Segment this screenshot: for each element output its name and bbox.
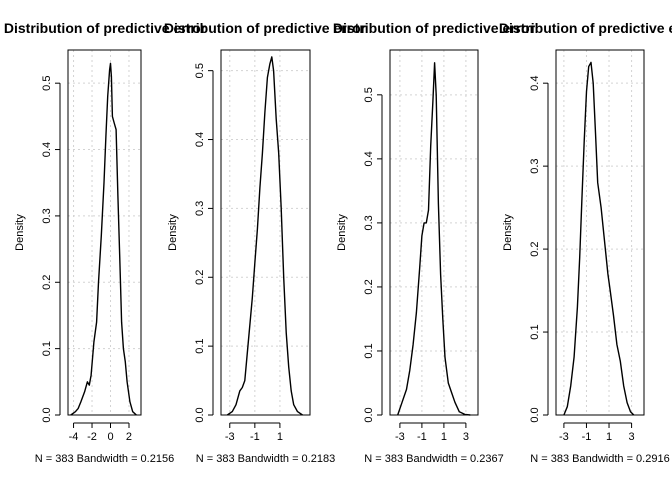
y-axis: 0.0 0.1 0.2 0.3 0.4 0.5 bbox=[194, 63, 214, 423]
panel-title: Distribution of predictive error bbox=[333, 20, 536, 36]
plot-frame bbox=[67, 49, 142, 416]
y-axis-title: Density bbox=[14, 214, 26, 251]
y-tick-label: 0.5 bbox=[194, 63, 206, 78]
y-tick-label: 0.3 bbox=[363, 215, 375, 230]
y-tick-label: 0.0 bbox=[363, 407, 375, 422]
y-axis: 0.0 0.1 0.2 0.3 0.4 0.5 bbox=[363, 87, 383, 423]
density-panel-2: -3 -1 1 0.0 0.1 0.2 0.3 0.4 0.5 Density N = 383 Ba… bbox=[164, 20, 367, 465]
density-curve bbox=[226, 56, 303, 416]
x-tick-label: -1 bbox=[250, 431, 260, 443]
x-tick-label: 0 bbox=[107, 431, 113, 443]
y-axis-title: Density bbox=[502, 214, 514, 251]
x-tick-label: 1 bbox=[277, 431, 283, 443]
x-axis: -3 -1 1 bbox=[225, 422, 283, 443]
x-axis-title: N = 383 Bandwidth = 0.2916 bbox=[530, 453, 669, 465]
plot-frame bbox=[389, 49, 479, 416]
x-tick-label: -1 bbox=[582, 431, 592, 443]
density-curve bbox=[397, 62, 471, 416]
y-tick-label: 0.4 bbox=[363, 151, 375, 166]
panel-title: Distribution of predictive error bbox=[499, 20, 672, 36]
x-tick-label: -3 bbox=[225, 431, 235, 443]
x-axis: -4 -2 0 2 bbox=[69, 422, 132, 443]
y-tick-label: 0.0 bbox=[529, 407, 541, 422]
y-axis: 0.0 0.1 0.2 0.3 0.4 bbox=[529, 76, 549, 423]
y-tick-label: 0.4 bbox=[41, 142, 53, 157]
density-panel-1: -4 -2 0 2 0.0 0.1 0.2 0.3 0.4 0.5 Density N = 383 B… bbox=[4, 20, 207, 465]
y-tick-label: 0.2 bbox=[529, 241, 541, 256]
plot-frame bbox=[555, 49, 645, 416]
y-tick-label: 0.0 bbox=[41, 407, 53, 422]
x-axis: -3 -1 1 3 bbox=[559, 422, 635, 443]
x-axis-title: N = 383 Bandwidth = 0.2367 bbox=[364, 453, 503, 465]
y-tick-label: 0.4 bbox=[529, 76, 541, 91]
panel-title: Distribution of predictive error bbox=[4, 20, 207, 36]
y-tick-label: 0.2 bbox=[41, 275, 53, 290]
y-tick-label: 0.1 bbox=[194, 338, 206, 353]
x-tick-label: -3 bbox=[395, 431, 405, 443]
y-axis-title: Density bbox=[167, 214, 179, 251]
x-tick-label: -1 bbox=[417, 431, 427, 443]
plot-frame bbox=[220, 49, 311, 416]
y-tick-label: 0.3 bbox=[41, 208, 53, 223]
y-tick-label: 0.1 bbox=[41, 341, 53, 356]
panel-title: Distribution of predictive error bbox=[164, 20, 367, 36]
density-panel-3: -3 -1 1 3 0.0 0.1 0.2 0.3 0.4 0.5 Density N = 383 B… bbox=[333, 20, 536, 465]
x-tick-label: 1 bbox=[441, 431, 447, 443]
x-axis-title: N = 383 Bandwidth = 0.2183 bbox=[196, 453, 335, 465]
y-tick-label: 0.4 bbox=[194, 132, 206, 147]
x-tick-label: 1 bbox=[606, 431, 612, 443]
y-tick-label: 0.1 bbox=[363, 343, 375, 358]
x-tick-label: 2 bbox=[126, 431, 132, 443]
y-tick-label: 0.0 bbox=[194, 407, 206, 422]
y-tick-label: 0.2 bbox=[194, 270, 206, 285]
x-axis: -3 -1 1 3 bbox=[395, 422, 469, 443]
y-tick-label: 0.5 bbox=[41, 76, 53, 91]
y-tick-label: 0.5 bbox=[363, 87, 375, 102]
y-tick-label: 0.2 bbox=[363, 279, 375, 294]
y-tick-label: 0.3 bbox=[529, 158, 541, 173]
density-curve bbox=[70, 62, 137, 416]
x-tick-label: 3 bbox=[629, 431, 635, 443]
x-tick-label: -3 bbox=[559, 431, 569, 443]
y-axis: 0.0 0.1 0.2 0.3 0.4 0.5 bbox=[41, 76, 61, 423]
x-tick-label: -2 bbox=[87, 431, 97, 443]
x-tick-label: 3 bbox=[463, 431, 469, 443]
y-tick-label: 0.1 bbox=[529, 324, 541, 339]
density-curve bbox=[563, 61, 635, 416]
y-tick-label: 0.3 bbox=[194, 201, 206, 216]
density-panel-4: -3 -1 1 3 0.0 0.1 0.2 0.3 0.4 Density N = 383 Band… bbox=[499, 20, 672, 465]
x-axis-title: N = 383 Bandwidth = 0.2156 bbox=[35, 453, 174, 465]
y-axis-title: Density bbox=[336, 214, 348, 251]
x-tick-label: -4 bbox=[69, 431, 79, 443]
